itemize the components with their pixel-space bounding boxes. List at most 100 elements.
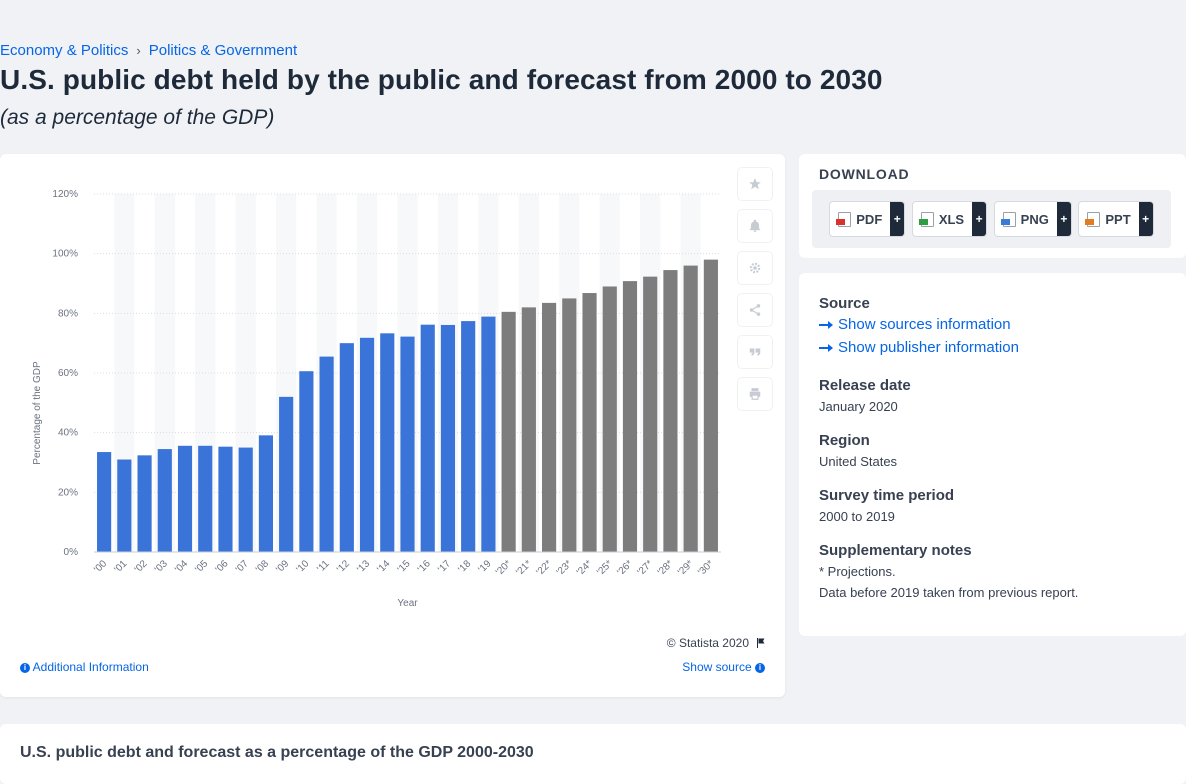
x-tick-label: '02 [133, 558, 150, 575]
pdf-file-icon [838, 212, 851, 227]
y-tick-label: 100% [52, 249, 78, 260]
download-xls-label: XLS [939, 212, 964, 227]
source-section: Source Show sources information Show pub… [819, 295, 1019, 356]
bar [502, 312, 516, 552]
region-heading: Region [819, 432, 897, 449]
period-section: Survey time period 2000 to 2019 [819, 487, 954, 527]
download-card: DOWNLOAD PDF + XLS + PNG + PPT + [799, 154, 1186, 258]
x-tick-label: '14 [375, 558, 392, 575]
star-icon[interactable] [738, 168, 772, 200]
y-tick-label: 40% [58, 428, 78, 439]
x-tick-label: '05 [193, 558, 210, 575]
x-tick-label: '24* [575, 558, 595, 578]
notes-heading: Supplementary notes [819, 542, 1078, 559]
x-tick-label: '22* [534, 558, 554, 578]
plus-icon[interactable]: + [972, 202, 986, 236]
bar [380, 333, 394, 552]
info-icon: i [755, 663, 765, 673]
bar [320, 357, 334, 552]
breadcrumb-politics-government[interactable]: Politics & Government [149, 42, 297, 59]
bar [340, 343, 354, 552]
region-value: United States [819, 451, 897, 472]
show-source-link[interactable]: Show source i [682, 660, 765, 674]
breadcrumb-economy-politics[interactable]: Economy & Politics [0, 42, 128, 59]
x-tick-label: '12 [335, 558, 352, 575]
bar [603, 286, 617, 552]
bar [400, 337, 414, 552]
x-tick-label: '17 [436, 558, 453, 575]
x-tick-label: '03 [153, 558, 170, 575]
x-tick-label: '08 [254, 558, 271, 575]
download-buttons: PDF + XLS + PNG + PPT + [812, 190, 1171, 248]
plus-icon[interactable]: + [1057, 202, 1071, 236]
bar [441, 325, 455, 552]
plus-icon[interactable]: + [1139, 202, 1153, 236]
quote-icon[interactable] [738, 336, 772, 368]
bar [481, 317, 495, 552]
chart-toolbar [738, 168, 772, 410]
bar [522, 307, 536, 552]
share-icon[interactable] [738, 294, 772, 326]
notes-section: Supplementary notes * Projections. Data … [819, 542, 1078, 603]
show-sources-link[interactable]: Show sources information [819, 316, 1019, 333]
x-tick-label: '10 [294, 558, 311, 575]
additional-information-link[interactable]: i Additional Information [20, 660, 149, 674]
period-value: 2000 to 2019 [819, 506, 954, 527]
page-title: U.S. public debt held by the public and … [0, 64, 883, 96]
x-tick-label: '19 [477, 558, 494, 575]
x-tick-label: '30* [696, 558, 716, 578]
download-pdf-label: PDF [856, 212, 882, 227]
bar [704, 260, 718, 552]
x-tick-label: '27* [636, 558, 656, 578]
bar [299, 371, 313, 552]
period-heading: Survey time period [819, 487, 954, 504]
x-tick-label: '23* [555, 558, 575, 578]
download-pdf-button[interactable]: PDF + [829, 201, 905, 237]
bell-icon[interactable] [738, 210, 772, 242]
arrow-right-icon [819, 347, 832, 349]
y-axis-title: Percentage of the GDP [32, 361, 43, 465]
download-title: DOWNLOAD [819, 166, 909, 182]
show-sources-label: Show sources information [838, 316, 1011, 333]
show-publisher-label: Show publisher information [838, 339, 1019, 356]
x-tick-label: '09 [274, 558, 291, 575]
bar [239, 448, 253, 552]
arrow-right-icon [819, 324, 832, 326]
x-tick-label: '26* [615, 558, 635, 578]
meta-card: Source Show sources information Show pub… [799, 273, 1186, 636]
flag-icon[interactable] [755, 637, 767, 649]
notes-line-2: Data before 2019 taken from previous rep… [819, 582, 1078, 603]
bar [198, 446, 212, 552]
plus-icon[interactable]: + [890, 202, 904, 236]
additional-information-label: Additional Information [33, 660, 149, 674]
related-statistic-title[interactable]: U.S. public debt and forecast as a perce… [20, 744, 534, 762]
print-icon[interactable] [738, 378, 772, 410]
png-file-icon [1003, 212, 1016, 227]
bar [279, 397, 293, 552]
source-heading: Source [819, 295, 1019, 312]
x-tick-label: '29* [676, 558, 696, 578]
xls-file-icon [921, 212, 934, 227]
x-axis-title: Year [397, 598, 418, 609]
bar [643, 277, 657, 552]
related-statistic-card[interactable]: U.S. public debt and forecast as a perce… [0, 724, 1186, 784]
info-icon: i [20, 663, 30, 673]
breadcrumb-separator: › [136, 43, 140, 58]
x-tick-label: '06 [214, 558, 231, 575]
download-ppt-button[interactable]: PPT + [1078, 201, 1153, 237]
ppt-file-icon [1087, 212, 1100, 227]
bar [117, 460, 131, 552]
y-tick-label: 120% [52, 189, 78, 200]
download-xls-button[interactable]: XLS + [912, 201, 987, 237]
notes-line-1: * Projections. [819, 561, 1078, 582]
show-publisher-link[interactable]: Show publisher information [819, 339, 1019, 356]
x-tick-label: '25* [595, 558, 615, 578]
gear-icon[interactable] [738, 252, 772, 284]
release-section: Release date January 2020 [819, 377, 911, 417]
download-png-button[interactable]: PNG + [994, 201, 1072, 237]
x-tick-label: '28* [656, 558, 676, 578]
y-tick-label: 20% [58, 487, 78, 498]
bar [259, 435, 273, 552]
bar [663, 270, 677, 552]
bar [137, 455, 151, 552]
